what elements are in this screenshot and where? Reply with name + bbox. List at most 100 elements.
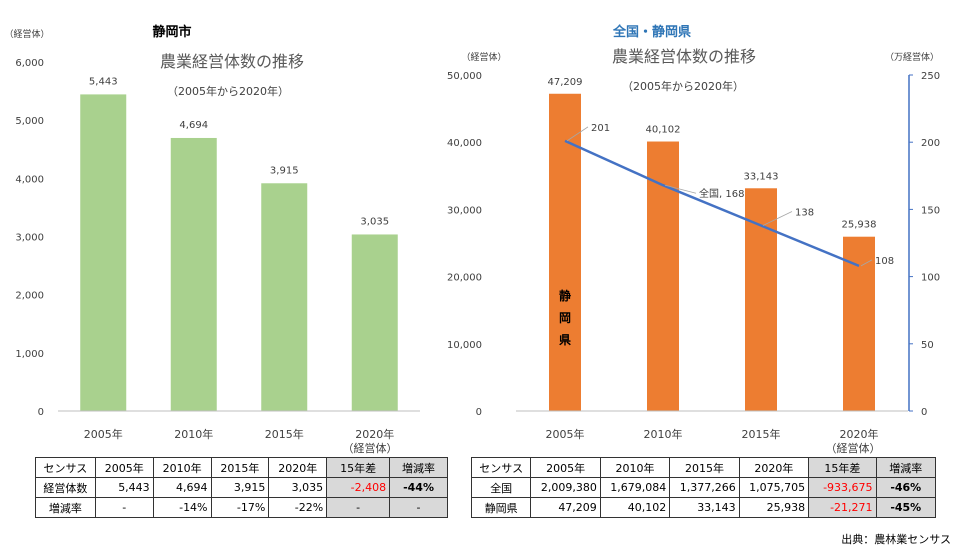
right-y2-ticks: 0 50 100 150 200 250 [909, 71, 940, 418]
table-cell: -44% [389, 477, 448, 498]
table-row: 増減率 - -14% -17% -22% - - [35, 497, 448, 518]
table-cell: -45% [875, 497, 937, 518]
left-chart-title: 農業経営体数の推移 [160, 52, 304, 71]
right-bar [843, 236, 875, 411]
right-chart: 全国・静岡県 農業経営体数の推移 （2005年から2020年） （経営体） （万… [447, 24, 940, 455]
right-x-ticks: 2005年 2010年 2015年 2020年 [546, 427, 879, 441]
right-bar [647, 141, 679, 411]
left-y-tick-label: 3,000 [15, 233, 44, 244]
left-y-tick-label: 2,000 [15, 291, 44, 302]
right-line-value-label: 全国, 168 [699, 187, 744, 200]
left-x-ticks: 2005年 2010年 2015年 2020年 [84, 427, 395, 441]
table-header-cell: 2020年 [738, 457, 810, 478]
right-chart-title: 農業経営体数の推移 [612, 47, 756, 66]
table-cell: - [326, 497, 391, 518]
right-y2-tick-label: 50 [921, 340, 934, 351]
right-y-ticks: 0 10,000 20,000 30,000 40,000 50,000 [447, 71, 482, 418]
right-y-tick-label: 10,000 [447, 340, 482, 351]
table-cell: -17% [210, 497, 270, 518]
right-bar-series-label: 静岡県 [559, 288, 571, 347]
table-cell: 1,679,084 [599, 477, 671, 498]
left-chart-region: 静岡市 [152, 24, 191, 40]
right-y2-tick-label: 150 [921, 205, 940, 216]
right-x-tick-label: 2005年 [546, 427, 585, 441]
right-line-value-label: 108 [875, 256, 894, 267]
right-chart-subtitle: （2005年から2020年） [622, 79, 744, 93]
table-cell: -2,408 [326, 477, 391, 498]
left-bar [170, 137, 217, 411]
table-row: 経営体数 5,443 4,694 3,915 3,035 -2,408 -44% [35, 477, 448, 498]
right-y2-axis-label: （万経営体） [885, 51, 939, 63]
left-x-tick-label: 2005年 [84, 427, 123, 441]
left-x-tick-label: 2010年 [174, 427, 213, 441]
left-y-tick-label: 6,000 [15, 58, 44, 69]
right-bar-value-label: 40,102 [646, 125, 681, 136]
left-stats-table: センサス 2005年 2010年 2015年 2020年 15年差 増減率 経営体数 5,443… [35, 457, 448, 518]
table-header-cell: センサス [35, 457, 96, 478]
table-cell: 40,102 [599, 497, 671, 518]
right-line-series: 201 全国, 168 138 108 [564, 123, 894, 268]
right-bar-series-label-char: 岡 [559, 311, 571, 325]
left-bars [80, 94, 398, 411]
table-cell: - [389, 497, 448, 518]
table-cell: 3,915 [210, 477, 270, 498]
right-line-value-label: 138 [795, 208, 814, 219]
left-y-ticks: 0 1,000 2,000 3,000 4,000 5,000 6,000 [15, 58, 44, 418]
table-cell: 増減率 [35, 497, 96, 518]
table-cell: 5,443 [94, 477, 154, 498]
right-x-tick-label: 2020年 [840, 427, 879, 441]
right-x-tick-label: 2010年 [644, 427, 683, 441]
source-note: 出典：農林業センサス [841, 533, 951, 546]
right-line-value-label: 201 [591, 123, 610, 134]
left-y-tick-label: 4,000 [15, 174, 44, 185]
right-y2-tick-label: 200 [921, 138, 940, 149]
left-bar-value-label: 5,443 [89, 76, 118, 87]
table-header-cell: 2005年 [530, 457, 601, 478]
right-y-tick-label: 30,000 [447, 205, 482, 216]
table-cell: 25,938 [738, 497, 810, 518]
table-header-cell: センサス [470, 457, 532, 478]
left-bar [351, 234, 398, 411]
table-cell: -933,675 [808, 477, 877, 498]
left-bar-value-label: 4,694 [179, 120, 208, 131]
table-cell: -22% [268, 497, 328, 518]
table-header-cell: 15年差 [808, 457, 877, 478]
right-line-leader [762, 211, 793, 226]
table-header-cell: 2010年 [599, 457, 671, 478]
table-header-cell: 2005年 [94, 457, 154, 478]
table-header-cell: 2010年 [152, 457, 212, 478]
right-x-tick-label: 2015年 [742, 427, 781, 441]
table-cell: - [94, 497, 154, 518]
right-bar-series-label-char: 静 [559, 288, 571, 303]
left-bar-value-label: 3,915 [270, 165, 299, 176]
left-bar [261, 183, 308, 411]
right-line-path [564, 139, 860, 268]
table-cell: -14% [152, 497, 212, 518]
left-y-tick-label: 5,000 [15, 116, 44, 127]
left-bar [80, 94, 127, 411]
right-y-axis-label: （経営体） [461, 51, 506, 63]
table-header-cell: 15年差 [326, 457, 391, 478]
table-cell: 3,035 [268, 477, 328, 498]
table-cell: 2,009,380 [530, 477, 601, 498]
right-x-axis-unit: （経営体） [826, 441, 881, 455]
table-row: 静岡県 47,209 40,102 33,143 25,938 -21,271 -45% [470, 497, 937, 518]
table-cell: 静岡県 [470, 497, 532, 518]
table-cell: 47,209 [530, 497, 601, 518]
right-line-leader [664, 184, 697, 194]
right-y-tick-label: 40,000 [447, 138, 482, 149]
table-cell: -46% [875, 477, 937, 498]
table-header-cell: 2020年 [268, 457, 328, 478]
charts-canvas: 静岡市 農業経営体数の推移 （2005年から2020年） （経営体） （経営体）… [4, 24, 940, 455]
table-cell: 経営体数 [35, 477, 96, 498]
right-bar-value-label: 47,209 [548, 77, 583, 88]
table-header-row: センサス 2005年 2010年 2015年 2020年 15年差 増減率 [470, 457, 937, 478]
left-y-axis-label: （経営体） [4, 28, 49, 40]
right-y-tick-label: 20,000 [447, 273, 482, 284]
table-header-cell: 2015年 [669, 457, 740, 478]
table-cell: 33,143 [669, 497, 740, 518]
left-chart: 静岡市 農業経営体数の推移 （2005年から2020年） （経営体） （経営体）… [4, 24, 420, 455]
table-header-cell: 増減率 [875, 457, 937, 478]
table-cell: 4,694 [152, 477, 212, 498]
right-line-leader [860, 259, 873, 267]
